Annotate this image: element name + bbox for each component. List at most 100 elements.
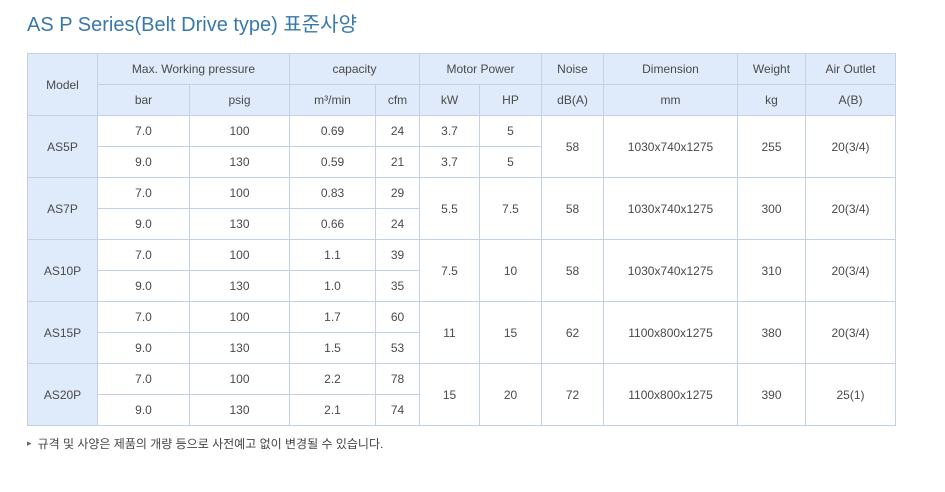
capacity-m3min-cell: 1.1 <box>289 239 376 271</box>
bar-cell: 7.0 <box>97 363 190 395</box>
capacity-m3min-cell: 0.69 <box>289 115 376 147</box>
bar-cell: 9.0 <box>97 208 190 240</box>
footnote: ▸ 규격 및 사양은 제품의 개량 등으로 사전예고 없이 변경될 수 있습니다… <box>27 435 945 452</box>
header-group: Air Outlet <box>805 53 896 85</box>
table-row: AS7P 7.0 100 0.83 29 5.5 7.5 58 1030x740x1275 300… <box>27 177 896 240</box>
motor-kw-cell: 15 <box>419 363 480 426</box>
capacity-m3min-cell: 1.5 <box>289 332 376 364</box>
header-unit: dB(A) <box>541 84 604 116</box>
spec-table-body: AS5P 7.0 100 0.69 24 3.7 5 58 1030x740x1275 255 20… <box>27 115 896 426</box>
bar-cell: 7.0 <box>97 177 190 209</box>
motor-hp-cell: 20 <box>479 363 542 426</box>
motor-kw-cell: 5.5 <box>419 177 480 240</box>
header-unit: kg <box>737 84 806 116</box>
bar-cell: 9.0 <box>97 270 190 302</box>
psig-cell: 130 <box>189 332 290 364</box>
header-unit: psig <box>189 84 290 116</box>
psig-cell: 100 <box>189 363 290 395</box>
model-cell: AS5P <box>27 115 98 178</box>
capacity-m3min-cell: 0.83 <box>289 177 376 209</box>
capacity-m3min-cell: 2.1 <box>289 394 376 426</box>
motor-kw-cell: 3.7 <box>419 115 480 147</box>
page-title: AS P Series(Belt Drive type) 표준사양 <box>27 14 357 36</box>
motor-hp-cell: 5 <box>479 146 542 178</box>
table-row: AS10P 7.0 100 1.1 39 7.5 10 58 1030x740x1275 310 2… <box>27 239 896 302</box>
table-row: AS15P 7.0 100 1.7 60 11 15 62 1100x800x1275 380 20… <box>27 301 896 364</box>
noise-cell: 72 <box>541 363 604 426</box>
capacity-cfm-cell: 35 <box>375 270 420 302</box>
psig-cell: 100 <box>189 115 290 147</box>
motor-hp-cell: 15 <box>479 301 542 364</box>
psig-cell: 130 <box>189 394 290 426</box>
dimension-cell: 1100x800x1275 <box>603 363 738 426</box>
table-row: AS5P 7.0 100 0.69 24 3.7 5 58 1030x740x1275 255 20… <box>27 115 896 178</box>
header-group: capacity <box>289 53 420 85</box>
model-cell: AS15P <box>27 301 98 364</box>
motor-hp-cell: 7.5 <box>479 177 542 240</box>
dimension-cell: 1030x740x1275 <box>603 115 738 178</box>
noise-cell: 58 <box>541 177 604 240</box>
weight-cell: 255 <box>737 115 806 178</box>
table-row: 9.0 130 1.5 53 <box>28 332 896 364</box>
spec-table: Model Max. Working pressure capacity Motor … <box>27 53 896 426</box>
air-outlet-cell: 20(3/4) <box>805 177 896 240</box>
weight-cell: 380 <box>737 301 806 364</box>
table-row: 9.0 130 0.59 21 3.7 5 <box>28 146 896 178</box>
psig-cell: 100 <box>189 177 290 209</box>
weight-cell: 390 <box>737 363 806 426</box>
motor-hp-cell: 5 <box>479 115 542 147</box>
model-cell: AS10P <box>27 239 98 302</box>
header-unit: cfm <box>375 84 420 116</box>
header-unit: kW <box>419 84 480 116</box>
noise-cell: 58 <box>541 115 604 178</box>
header-unit: mm <box>603 84 738 116</box>
psig-cell: 100 <box>189 239 290 271</box>
capacity-cfm-cell: 29 <box>375 177 420 209</box>
capacity-cfm-cell: 21 <box>375 146 420 178</box>
header-unit: bar <box>97 84 190 116</box>
motor-hp-cell: 10 <box>479 239 542 302</box>
dimension-cell: 1030x740x1275 <box>603 239 738 302</box>
spec-table-header: Model Max. Working pressure capacity Motor … <box>27 53 896 116</box>
motor-kw-cell: 3.7 <box>419 146 480 178</box>
header-group: Dimension <box>603 53 738 85</box>
table-row: 9.0 130 2.1 74 <box>28 394 896 426</box>
capacity-m3min-cell: 0.66 <box>289 208 376 240</box>
motor-kw-cell: 11 <box>419 301 480 364</box>
air-outlet-cell: 25(1) <box>805 363 896 426</box>
model-cell: AS20P <box>27 363 98 426</box>
bar-cell: 7.0 <box>97 301 190 333</box>
capacity-m3min-cell: 1.7 <box>289 301 376 333</box>
header-group: Max. Working pressure <box>97 53 290 85</box>
air-outlet-cell: 20(3/4) <box>805 239 896 302</box>
header-unit: A(B) <box>805 84 896 116</box>
air-outlet-cell: 20(3/4) <box>805 301 896 364</box>
capacity-cfm-cell: 24 <box>375 115 420 147</box>
bar-cell: 9.0 <box>97 146 190 178</box>
capacity-m3min-cell: 0.59 <box>289 146 376 178</box>
bar-cell: 7.0 <box>97 115 190 147</box>
dimension-cell: 1100x800x1275 <box>603 301 738 364</box>
psig-cell: 130 <box>189 270 290 302</box>
bar-cell: 7.0 <box>97 239 190 271</box>
noise-cell: 62 <box>541 301 604 364</box>
model-cell: AS7P <box>27 177 98 240</box>
bar-cell: 9.0 <box>97 332 190 364</box>
noise-cell: 58 <box>541 239 604 302</box>
table-row: AS20P 7.0 100 2.2 78 15 20 72 1100x800x1275 390 25… <box>27 363 896 426</box>
header-group: Weight <box>737 53 806 85</box>
weight-cell: 310 <box>737 239 806 302</box>
capacity-cfm-cell: 78 <box>375 363 420 395</box>
capacity-cfm-cell: 53 <box>375 332 420 364</box>
capacity-cfm-cell: 39 <box>375 239 420 271</box>
footnote-bullet-icon: ▸ <box>27 438 32 448</box>
header-unit: m³/min <box>289 84 376 116</box>
header-group: Model <box>27 53 98 116</box>
air-outlet-cell: 20(3/4) <box>805 115 896 178</box>
page: AS P Series(Belt Drive type) 표준사양 Model M… <box>27 14 945 452</box>
capacity-m3min-cell: 1.0 <box>289 270 376 302</box>
dimension-cell: 1030x740x1275 <box>603 177 738 240</box>
bar-cell: 9.0 <box>97 394 190 426</box>
capacity-cfm-cell: 24 <box>375 208 420 240</box>
weight-cell: 300 <box>737 177 806 240</box>
